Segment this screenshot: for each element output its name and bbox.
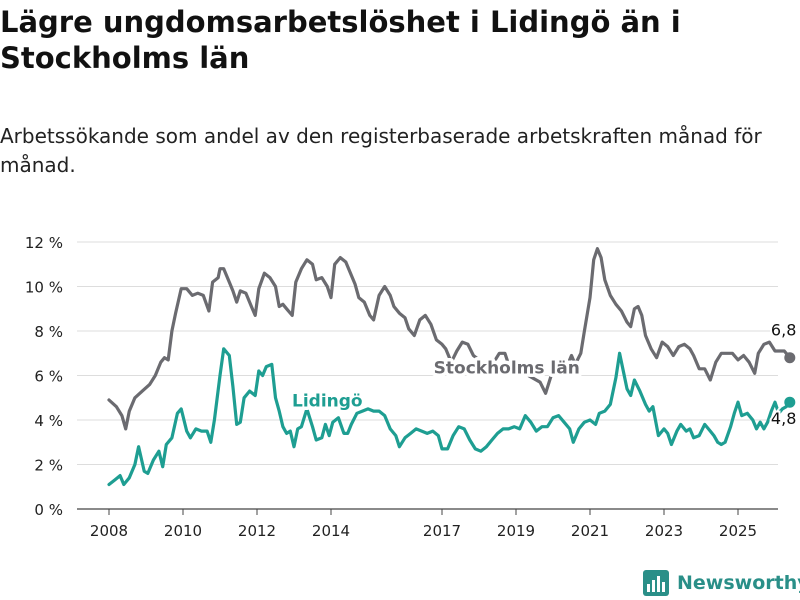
y-tick-label: 4 %: [34, 412, 63, 430]
x-tick-label: 2019: [497, 522, 535, 540]
series-line-lidingö: [107, 347, 792, 487]
chart-subtitle: Arbetssökande som andel av den registerb…: [0, 124, 762, 177]
axes: 0 % 2 % 4 % 6 % 8 % 10 % 12 % 2008 2010 2012 2014 2…: [25, 234, 757, 540]
series-end-label: 6,8 %: [771, 321, 800, 340]
y-tick-label: 0 %: [34, 501, 63, 519]
line-chart: 0 % 2 % 4 % 6 % 8 % 10 % 12 % 2008 2010 2012 2014 2…: [25, 234, 800, 540]
gridlines: [77, 241, 778, 510]
series-end-label: 4,8 %: [771, 409, 800, 428]
x-tick-label: 2017: [423, 522, 461, 540]
y-tick-label: 2 %: [34, 457, 63, 475]
y-tick-label: 8 %: [34, 323, 63, 341]
series-name-label: Lidingö: [292, 392, 363, 412]
series-end-dot: [784, 396, 796, 408]
x-tick-label: 2012: [238, 522, 276, 540]
series-lines: [107, 247, 796, 487]
bar-chart-logo-icon: [643, 570, 669, 596]
series-end-dot: [784, 352, 796, 364]
x-tick-label: 2014: [312, 522, 350, 540]
x-tick-label: 2021: [571, 522, 609, 540]
x-tick-label: 2010: [164, 522, 202, 540]
chart-title: Lägre ungdomsarbetslöshet i Lidingö än i…: [0, 5, 681, 75]
x-tick-label: 2023: [645, 522, 683, 540]
y-tick-label: 10 %: [25, 279, 63, 297]
series-line-stockholms-län: [107, 247, 792, 431]
series-name-label: Stockholms län: [434, 358, 580, 378]
series-labels: 6,8 % 4,8 % Stockholms län Lidingö: [288, 319, 800, 431]
x-tick-label: 2008: [90, 522, 128, 540]
x-tick-label: 2025: [719, 522, 757, 540]
newsworthy-logo[interactable]: Newsworthy: [643, 568, 800, 598]
brand-name: Newsworthy: [677, 572, 800, 594]
y-tick-label: 6 %: [34, 368, 63, 386]
y-tick-label: 12 %: [25, 234, 63, 252]
